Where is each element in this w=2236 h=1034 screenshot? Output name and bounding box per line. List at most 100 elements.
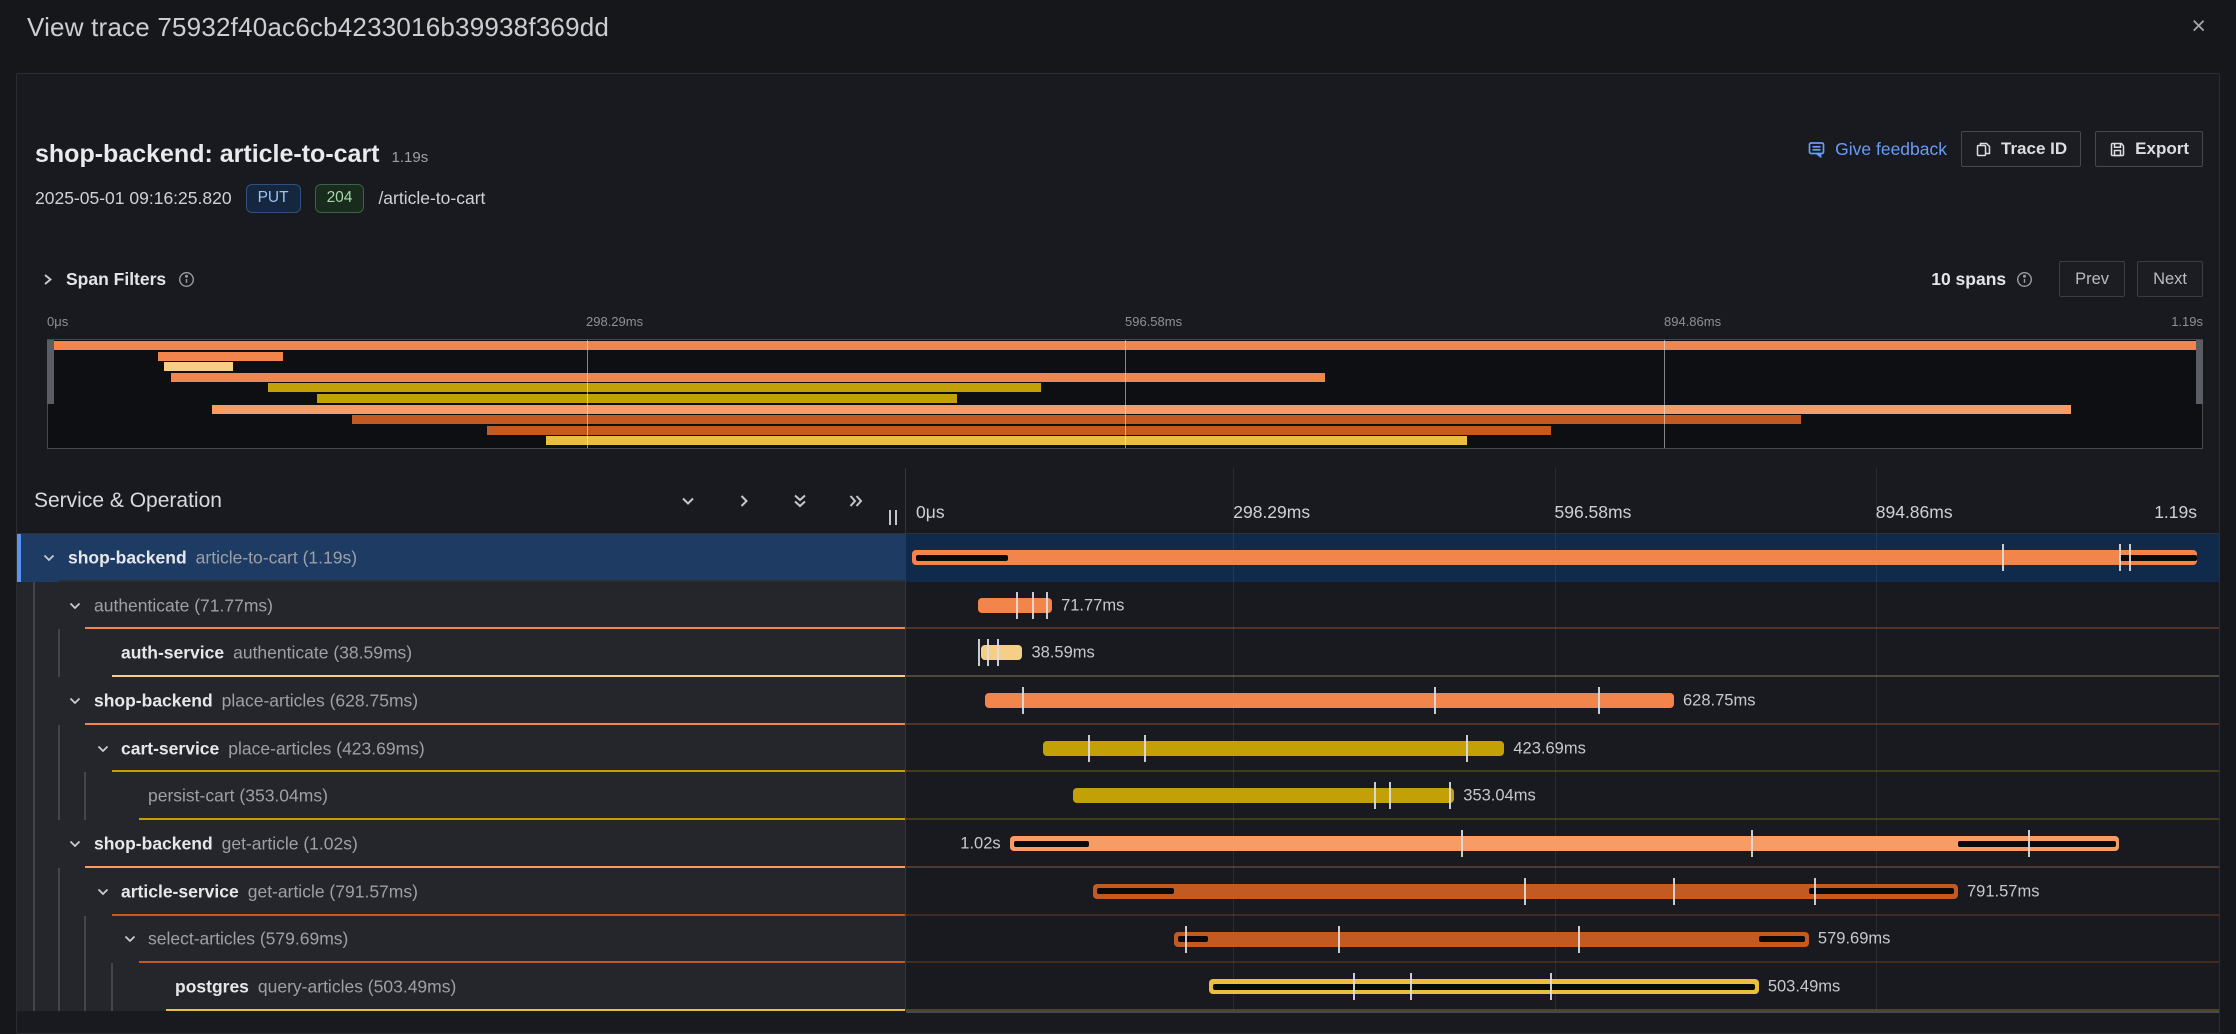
span-timeline-cell[interactable]: 71.77ms [906,581,2219,630]
chevron-down-icon[interactable] [68,694,82,708]
minimap-bar[interactable] [164,362,234,372]
minimap-bar[interactable] [545,436,1468,446]
span-timeline-cell[interactable]: 791.57ms [906,867,2219,916]
span-bar[interactable] [981,645,1023,661]
span-color-border [85,865,905,868]
critical-path-segment [2119,554,2197,561]
indent-guide [33,772,35,821]
grid-line [1875,581,1877,630]
minimap-left-handle[interactable] [47,340,54,404]
span-color-border [85,722,905,725]
span-nav: 10 spans Prev Next [1931,261,2203,297]
span-event-tick [1337,925,1340,953]
give-feedback-link[interactable]: Give feedback [1807,139,1947,160]
minimap-bar[interactable] [487,425,1552,435]
minimap-bar[interactable] [267,383,1041,393]
span-row[interactable]: shop-backend article-to-cart (1.19s) [17,534,2219,582]
chevron-down-icon[interactable] [123,932,137,946]
span-row[interactable]: persist-cart (353.04ms) 353.04ms [17,772,2219,821]
expand-all-icon[interactable] [847,492,865,510]
minimap-bar[interactable] [157,351,283,361]
span-row[interactable]: article-service get-article (791.57ms) 791… [17,867,2219,916]
span-timeline-cell[interactable]: 1.02s [906,820,2219,868]
minimap-bar[interactable] [170,372,1326,382]
span-row[interactable]: authenticate (71.77ms) 71.77ms [17,581,2219,630]
span-tree-cell[interactable]: shop-backend get-article (1.02s) [17,820,906,868]
comment-icon [1807,140,1826,159]
span-timeline-cell[interactable]: 423.69ms [906,724,2219,773]
trace-panel: shop-backend: article-to-cart 1.19s 2025-… [16,73,2220,1034]
minimap-bar[interactable] [351,415,1802,425]
span-plot: 71.77ms [912,582,2197,630]
span-row[interactable]: auth-service authenticate (38.59ms) 38.59m… [17,629,2219,678]
header-actions: Give feedback Trace ID Export [1807,131,2203,167]
span-bar[interactable] [912,550,2197,565]
chevron-down-icon[interactable] [42,551,56,565]
chevron-down-icon[interactable] [96,742,110,756]
span-bar[interactable] [977,597,1053,613]
minimap-bar[interactable] [317,394,957,403]
span-tree-cell[interactable]: persist-cart (353.04ms) [17,772,906,821]
prev-button[interactable]: Prev [2059,261,2126,297]
span-tree-cell[interactable]: postgres query-articles (503.49ms) [17,963,906,1011]
span-row[interactable]: shop-backend get-article (1.02s) 1.02s [17,820,2219,868]
span-tree-cell[interactable]: authenticate (71.77ms) [17,581,906,630]
span-row[interactable]: select-articles (579.69ms) 579.69ms [17,915,2219,964]
trace-id-button[interactable]: Trace ID [1961,131,2082,167]
trace-minimap[interactable] [47,339,2203,449]
span-bar[interactable] [1009,836,2119,852]
operation-name: persist-cart (353.04ms) [148,785,328,806]
grid-line [1554,724,1556,773]
chevron-down-icon[interactable] [68,837,82,851]
chevron-down-icon[interactable] [68,599,82,613]
span-tree-cell[interactable]: cart-service place-articles (423.69ms) [17,724,906,773]
span-tree-cell[interactable]: select-articles (579.69ms) [17,915,906,964]
minimap-right-handle[interactable] [2196,340,2203,404]
span-tree-cell[interactable]: shop-backend place-articles (628.75ms) [17,677,906,725]
span-timeline-cell[interactable]: 579.69ms [906,915,2219,964]
chevron-down-icon[interactable] [96,885,110,899]
service-name: shop-backend [94,833,213,854]
duration-label: 579.69ms [1817,929,1891,948]
span-timeline-cell[interactable]: 38.59ms [906,629,2219,678]
next-button[interactable]: Next [2137,261,2203,297]
span-event-tick [2001,544,2004,571]
span-row[interactable]: postgres query-articles (503.49ms) 503.49m… [17,963,2219,1011]
span-timeline-cell[interactable]: 628.75ms [906,677,2219,725]
grid-line [1233,468,1235,533]
expand-one-icon[interactable] [735,492,753,510]
span-bar[interactable] [1043,740,1505,756]
operation-name: authenticate (71.77ms) [94,595,273,616]
info-icon [2016,271,2033,288]
span-filters-toggle[interactable]: Span Filters [41,269,195,290]
minimap-bar[interactable] [211,404,2071,414]
column-resize-handle[interactable] [889,510,897,525]
collapse-one-icon[interactable] [679,492,697,510]
indent-guide [84,915,86,964]
span-timeline-cell[interactable]: 503.49ms [906,963,2219,1011]
critical-path-segment [1013,840,1090,847]
span-color-border [85,627,905,630]
span-bar[interactable] [1072,788,1455,804]
span-plot: 353.04ms [912,772,2197,820]
timeline-tick-label: 298.29ms [1233,502,1311,522]
selected-row-indicator [17,534,21,582]
span-row[interactable]: cart-service place-articles (423.69ms) 423… [17,724,2219,773]
minimap-tick-label: 298.29ms [586,314,644,329]
trace-meta: 2025-05-01 09:16:25.820 PUT 204 /article… [35,184,485,213]
span-tree-cell[interactable]: shop-backend article-to-cart (1.19s) [17,534,906,582]
collapse-all-icon[interactable] [791,492,809,510]
export-button[interactable]: Export [2095,131,2203,167]
span-label: authenticate (71.77ms) [94,595,273,616]
span-tree-cell[interactable]: auth-service authenticate (38.59ms) [17,629,906,678]
grid-line [1875,468,1877,533]
span-timeline-cell[interactable] [906,534,2219,582]
span-bar[interactable] [1174,931,1809,947]
span-bar[interactable] [985,693,1674,709]
indent-guide [33,581,35,630]
span-timeline-cell[interactable]: 353.04ms [906,772,2219,821]
span-tree-cell[interactable]: article-service get-article (791.57ms) [17,867,906,916]
page-title: View trace 75932f40ac6cb4233016b39938f36… [27,12,610,42]
span-row[interactable]: shop-backend place-articles (628.75ms) 628… [17,677,2219,725]
close-icon[interactable]: × [2191,12,2206,40]
